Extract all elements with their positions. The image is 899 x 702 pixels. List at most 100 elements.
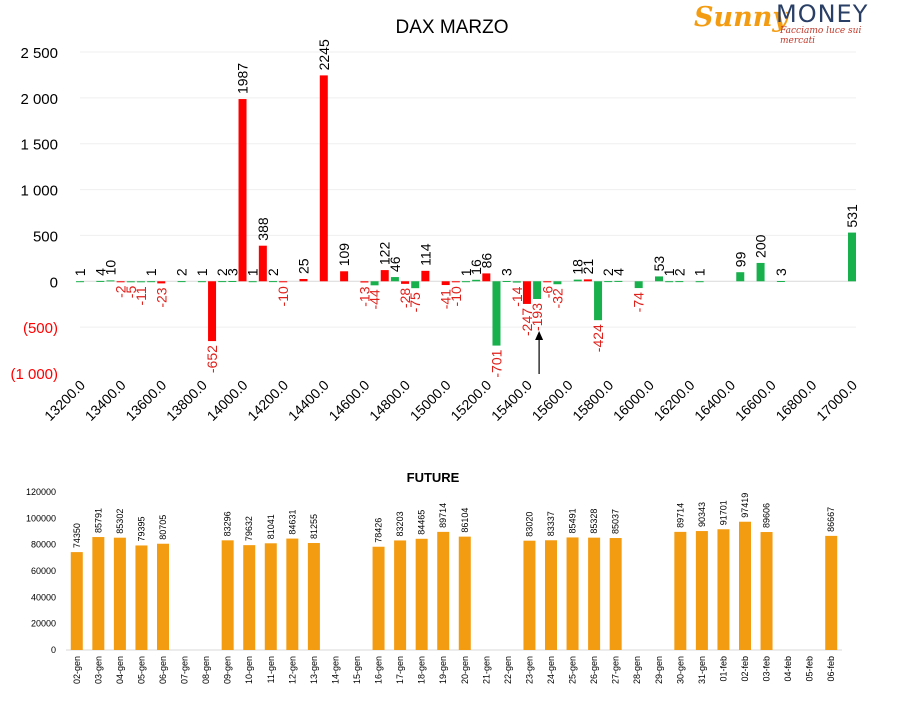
future-bar xyxy=(286,538,299,650)
top-bar-value-label: -10 xyxy=(275,286,291,306)
top-bar xyxy=(776,281,785,283)
top-bar xyxy=(248,281,257,283)
top-bar-value-label: 1 xyxy=(72,268,88,276)
top-bar xyxy=(695,281,704,283)
top-bar xyxy=(299,278,308,282)
top-bar-value-label: -193 xyxy=(529,303,545,331)
top-bar xyxy=(573,279,582,282)
top-x-tick-label: 14200.0 xyxy=(244,377,291,424)
future-x-tick-label: 27-gen xyxy=(611,656,621,684)
future-x-tick-label: 22-gen xyxy=(503,656,513,684)
top-x-tick-label: 16200.0 xyxy=(650,377,697,424)
future-x-tick-label: 30-gen xyxy=(675,656,685,684)
future-bar xyxy=(221,540,234,650)
top-bar xyxy=(441,281,450,286)
top-bar xyxy=(848,232,856,282)
top-bar xyxy=(360,281,369,283)
top-y-tick-label: 2 500 xyxy=(20,45,58,62)
future-bar-value-label: 85328 xyxy=(589,509,599,534)
top-bar-value-label: -74 xyxy=(631,292,647,312)
future-bar xyxy=(264,543,277,650)
top-bar xyxy=(319,75,328,282)
top-x-tick-label: 14600.0 xyxy=(325,377,372,424)
top-bar-value-label: -701 xyxy=(488,349,504,377)
future-x-tick-label: 31-gen xyxy=(697,656,707,684)
top-bar xyxy=(533,281,542,299)
top-bar-value-label: -13 xyxy=(356,286,372,306)
top-bar-value-label: -75 xyxy=(407,292,423,312)
top-x-tick-label: 17000.0 xyxy=(813,377,860,424)
future-x-tick-label: 05-gen xyxy=(136,656,146,684)
top-bar-value-label: -23 xyxy=(153,287,169,307)
bottom-y-tick-label: 60000 xyxy=(31,566,56,576)
top-bar-value-label: 99 xyxy=(732,251,748,267)
top-bar xyxy=(401,281,410,284)
future-bar-value-label: 79632 xyxy=(244,516,254,541)
future-bar-value-label: 81255 xyxy=(309,514,319,539)
future-bar-value-label: 89714 xyxy=(438,503,448,528)
top-bar-value-label: -10 xyxy=(448,286,464,306)
future-x-tick-label: 16-gen xyxy=(374,656,384,684)
top-y-tick-label: 0 xyxy=(50,274,58,291)
top-bar-value-label: 1 xyxy=(143,268,159,276)
future-bar xyxy=(566,537,579,650)
top-bar-value-label: 109 xyxy=(336,243,352,267)
top-bar-value-label: -44 xyxy=(367,289,383,309)
future-bar-value-label: 89606 xyxy=(762,503,772,528)
top-bar-value-label: 1 xyxy=(661,268,677,276)
bottom-y-tick-label: 80000 xyxy=(31,540,56,550)
top-bar xyxy=(218,281,227,283)
top-bar-value-label: -424 xyxy=(590,324,606,352)
top-bar xyxy=(583,279,592,282)
future-bar xyxy=(825,535,838,650)
future-bar xyxy=(157,543,169,650)
top-y-tick-label: 500 xyxy=(33,228,58,245)
top-bar-value-label: 114 xyxy=(417,243,433,266)
logo-brand-money: MONEY xyxy=(776,0,869,28)
top-y-tick-label: 2 000 xyxy=(20,91,58,108)
top-bar xyxy=(96,280,105,282)
top-bar-value-label: 2 xyxy=(265,268,281,276)
future-x-tick-label: 05-feb xyxy=(805,656,815,682)
top-bar-value-label: 2 xyxy=(174,268,190,276)
future-x-tick-label: 23-gen xyxy=(524,656,534,684)
future-bar xyxy=(545,540,557,650)
top-x-tick-label: 15400.0 xyxy=(488,377,535,424)
future-x-tick-label: 04-gen xyxy=(115,656,125,684)
future-x-tick-label: 03-gen xyxy=(93,656,103,684)
top-bar-value-label: 388 xyxy=(255,217,271,241)
top-bar-value-label: 2245 xyxy=(316,39,332,70)
top-x-tick-label: 16400.0 xyxy=(691,377,738,424)
top-bar xyxy=(157,281,166,284)
top-x-tick-label: 14800.0 xyxy=(366,377,413,424)
top-x-tick-label: 13800.0 xyxy=(163,377,210,424)
future-x-tick-label: 25-gen xyxy=(568,656,578,684)
bottom-y-tick-label: 40000 xyxy=(31,592,56,602)
future-x-tick-label: 21-gen xyxy=(481,656,491,684)
bottom-y-tick-label: 20000 xyxy=(31,619,56,629)
top-bar-value-label: -14 xyxy=(509,286,525,306)
future-bar xyxy=(437,531,450,650)
future-bar xyxy=(372,546,385,650)
future-x-tick-label: 19-gen xyxy=(438,656,448,684)
future-x-tick-label: 14-gen xyxy=(330,656,340,684)
future-bar xyxy=(70,552,83,650)
future-x-tick-label: 06-gen xyxy=(158,656,168,684)
future-bar xyxy=(674,531,687,650)
top-bar-value-label: -2 xyxy=(113,285,129,298)
top-bar xyxy=(269,281,277,283)
top-bar-value-label: 531 xyxy=(844,204,860,228)
top-bar xyxy=(370,281,379,286)
top-y-tick-label: 1 000 xyxy=(20,183,58,200)
bottom-y-tick-label: 120000 xyxy=(26,487,56,497)
top-bar-value-label: -41 xyxy=(438,289,454,309)
future-x-tick-label: 18-gen xyxy=(417,656,427,684)
top-x-tick-label: 14000.0 xyxy=(204,377,251,424)
future-bar xyxy=(695,531,708,650)
top-x-tick-label: 16800.0 xyxy=(772,377,819,424)
future-bar-value-label: 89714 xyxy=(675,503,685,528)
future-x-tick-label: 13-gen xyxy=(309,656,319,684)
top-bar xyxy=(147,281,156,283)
top-bar xyxy=(76,281,84,283)
future-bar-value-label: 83203 xyxy=(395,511,405,536)
